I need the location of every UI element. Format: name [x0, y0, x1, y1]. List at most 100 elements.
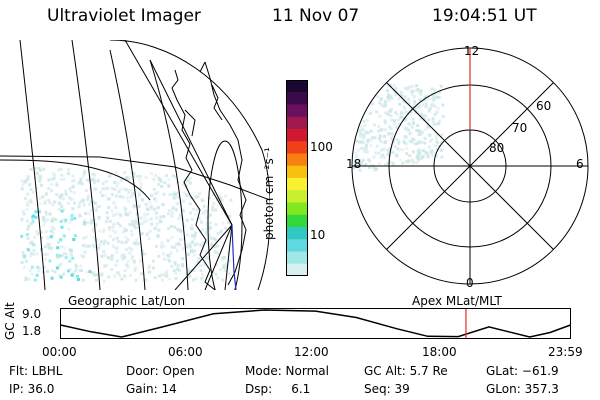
- aurora-pixel: [430, 138, 434, 141]
- aurora-pixel: [400, 94, 404, 98]
- aurora-pixel: [174, 175, 178, 179]
- aurora-pixel: [32, 214, 36, 218]
- aurora-pixel: [438, 119, 442, 123]
- mlat-label-80: 80: [489, 141, 505, 155]
- aurora-pixel: [58, 254, 62, 258]
- aurora-pixel: [404, 142, 408, 146]
- aurora-pixel: [152, 177, 156, 181]
- aurora-pixel: [42, 223, 45, 227]
- aurora-pixel: [194, 231, 197, 235]
- aurora-pixel: [121, 258, 125, 261]
- aurora-pixel: [395, 137, 399, 141]
- aurora-pixel: [418, 98, 422, 102]
- aurora-pixel: [57, 264, 61, 268]
- aurora-pixel: [170, 245, 174, 249]
- aurora-pixel: [163, 244, 167, 248]
- aurora-pixel: [416, 141, 419, 145]
- aurora-pixel: [100, 273, 104, 277]
- aurora-pixel: [174, 276, 178, 280]
- aurora-pixel: [216, 276, 220, 280]
- aurora-pixel: [119, 224, 122, 228]
- colorbar-segment: [286, 239, 308, 252]
- aurora-pixel: [143, 277, 147, 281]
- aurora-pixel: [59, 262, 63, 266]
- aurora-pixel: [382, 134, 386, 138]
- aurora-pixel: [24, 197, 27, 201]
- aurora-pixel: [171, 174, 175, 178]
- colorbar-segment: [286, 92, 308, 105]
- aurora-pixel: [63, 220, 67, 224]
- aurora-pixel: [66, 269, 70, 273]
- aurora-pixel: [408, 139, 412, 143]
- aurora-pixel: [67, 227, 71, 231]
- aurora-pixel: [58, 254, 62, 258]
- colorbar-segment: [286, 227, 308, 240]
- aurora-pixel: [424, 114, 428, 118]
- aurora-pixel: [93, 173, 96, 177]
- aurora-pixel: [161, 252, 165, 256]
- aurora-pixel: [176, 195, 180, 199]
- aurora-pixel: [45, 252, 49, 256]
- aurora-pixel: [36, 173, 39, 177]
- aurora-pixel: [190, 227, 193, 231]
- aurora-pixel: [50, 177, 54, 181]
- aurora-pixel: [413, 108, 417, 112]
- aurora-pixel: [382, 128, 386, 131]
- aurora-pixel: [55, 184, 59, 187]
- aurora-pixel: [433, 112, 437, 116]
- aurora-pixel: [433, 104, 437, 108]
- aurora-pixel: [128, 210, 132, 214]
- aurora-pixel: [114, 206, 118, 210]
- colorbar-segment: [286, 251, 308, 265]
- aurora-pixel: [126, 265, 130, 269]
- polar-plot: [351, 47, 589, 285]
- aurora-pixel: [206, 209, 209, 213]
- aurora-pixel: [120, 277, 124, 281]
- aurora-pixel: [108, 234, 112, 238]
- aurora-pixel: [195, 242, 199, 246]
- aurora-pixel: [411, 117, 415, 121]
- aurora-pixel: [65, 253, 69, 257]
- aurora-pixel: [418, 89, 422, 93]
- aurora-pixel: [74, 263, 78, 267]
- aurora-pixel: [125, 176, 129, 179]
- aurora-pixel: [55, 182, 59, 186]
- aurora-pixel: [82, 244, 85, 247]
- timeline-ytick-min: 1.8: [22, 324, 42, 338]
- aurora-pixel: [115, 259, 119, 263]
- aurora-pixel: [37, 269, 41, 273]
- aurora-pixel: [128, 223, 132, 226]
- time-label: 19:04:51 UT: [432, 6, 537, 26]
- aurora-pixel: [413, 102, 417, 106]
- aurora-pixel: [72, 191, 76, 195]
- aurora-pixel: [403, 95, 407, 99]
- aurora-pixel: [124, 207, 128, 211]
- instrument-title: Ultraviolet Imager: [47, 6, 201, 26]
- info-flt: Flt: LBHL: [9, 364, 63, 378]
- aurora-pixel: [126, 177, 130, 181]
- aurora-pixel: [183, 191, 187, 195]
- aurora-pixel: [186, 233, 189, 237]
- aurora-pixel: [170, 224, 174, 228]
- aurora-pixel: [431, 117, 435, 121]
- aurora-pixel: [415, 129, 419, 132]
- aurora-pixel: [107, 206, 110, 209]
- aurora-pixel: [199, 269, 203, 273]
- aurora-pixel: [46, 242, 50, 245]
- aurora-pixel: [207, 228, 211, 232]
- aurora-pixel: [29, 254, 33, 258]
- aurora-pixel: [197, 260, 201, 264]
- aurora-pixel: [121, 195, 125, 199]
- aurora-pixel: [123, 274, 127, 278]
- aurora-pixel: [31, 217, 35, 221]
- aurora-pixel: [28, 199, 32, 202]
- aurora-pixel: [32, 249, 36, 252]
- aurora-pixel: [378, 114, 382, 118]
- aurora-pixel: [358, 158, 362, 162]
- aurora-pixel: [204, 255, 208, 259]
- aurora-pixel: [180, 228, 184, 232]
- info-glon: GLon: 357.3: [486, 382, 559, 396]
- aurora-pixel: [98, 243, 102, 247]
- aurora-pixel: [160, 273, 164, 277]
- aurora-pixel: [167, 178, 171, 182]
